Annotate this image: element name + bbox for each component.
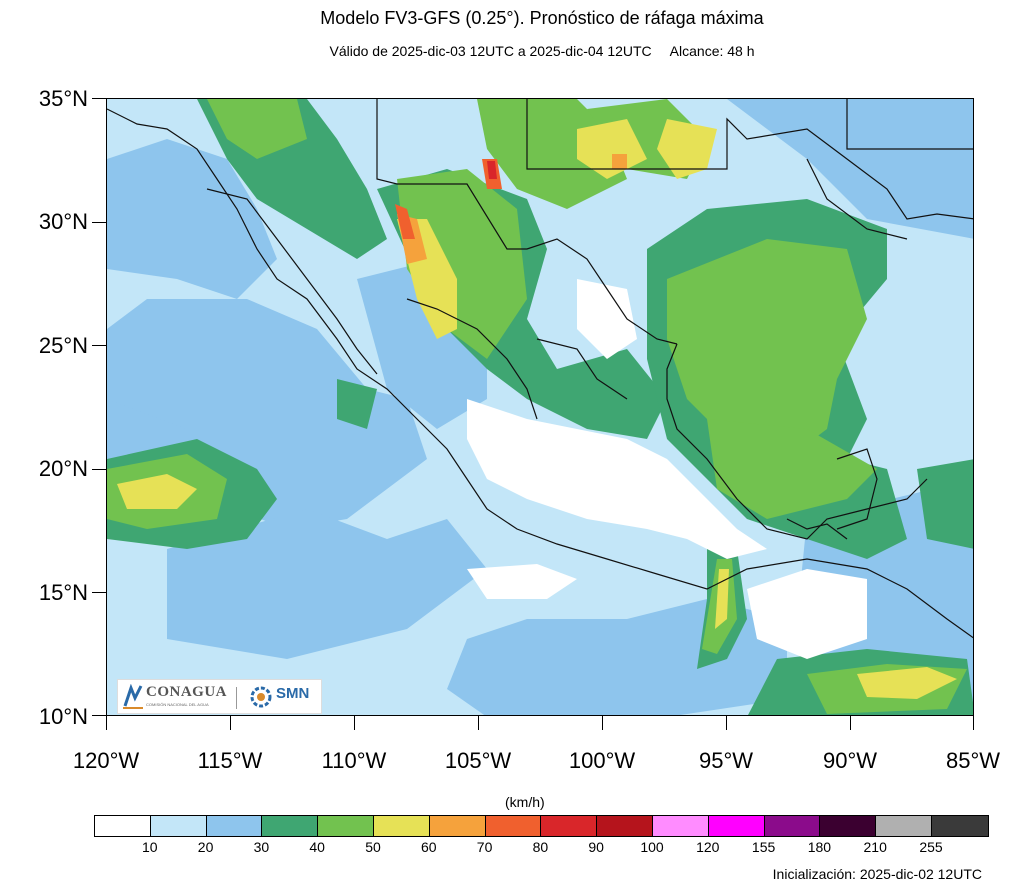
lat-label-30: 30°N: [38, 209, 88, 234]
lat-label-20: 20°N: [38, 456, 88, 481]
colorbar-swatch: [541, 816, 598, 836]
tick: [230, 716, 231, 730]
forecast-range: Alcance: 48 h: [669, 43, 755, 59]
gust-band-80-90: [487, 161, 497, 179]
colorbar-swatch: [597, 816, 653, 836]
colorbar-label: 30: [253, 839, 270, 855]
map-subtitle: Válido de 2025-dic-03 12UTC a 2025-dic-0…: [0, 43, 1024, 59]
colorbar-label: 80: [532, 839, 549, 855]
tick: [354, 716, 355, 730]
colorbar-label: 100: [640, 839, 664, 855]
lat-label-10: 10°N: [38, 704, 88, 729]
colorbar-swatch: [708, 816, 765, 836]
smn-logo-icon: [250, 686, 272, 708]
tick: [92, 222, 106, 223]
colorbar-swatch: [373, 816, 430, 836]
colorbar-swatch: [95, 816, 151, 836]
map-canvas[interactable]: [106, 98, 974, 716]
lon-label-90: 90°W: [822, 748, 878, 773]
tick: [92, 715, 106, 716]
colorbar-label: 90: [588, 839, 604, 855]
lon-label-115: 115°W: [197, 748, 263, 773]
colorbar-label: 210: [863, 839, 887, 855]
colorbar-label: 10: [142, 839, 158, 855]
colorbar-label: 50: [365, 839, 381, 855]
colorbar-swatch: [262, 816, 319, 836]
colorbar-units: (km/h): [505, 794, 545, 810]
colorbar-label: 255: [919, 839, 943, 855]
tick: [478, 716, 479, 730]
colorbar-swatch: [150, 816, 207, 836]
smn-wordmark: SMN: [276, 685, 310, 702]
wind-gust-field: [107, 99, 973, 715]
agency-logos: CONAGUA COMISIÓN NACIONAL DEL AGUA SMN: [117, 679, 322, 714]
colorbar-swatch: [318, 816, 374, 836]
colorbar: [94, 815, 989, 837]
colorbar-swatch: [820, 816, 877, 836]
colorbar-label: 20: [197, 839, 214, 855]
conagua-wordmark: CONAGUA: [146, 684, 227, 700]
conagua-subtitle: COMISIÓN NACIONAL DEL AGUA: [146, 702, 209, 707]
lon-label-85: 85°W: [945, 748, 1001, 773]
colorbar-swatch: [429, 816, 486, 836]
colorbar-label: 120: [696, 839, 720, 855]
lat-label-35: 35°N: [38, 86, 88, 111]
logo-divider: [236, 687, 237, 709]
lon-label-105: 105°W: [444, 748, 512, 773]
colorbar-label: 70: [476, 839, 493, 855]
colorbar-label: 155: [751, 839, 776, 855]
lat-label-15: 15°N: [38, 580, 88, 605]
colorbar-swatch: [206, 816, 263, 836]
coastlines-borders: [107, 99, 973, 639]
lon-label-110: 110°W: [321, 748, 387, 773]
colorbar-swatch: [485, 816, 542, 836]
colorbar-swatch: [764, 816, 821, 836]
gust-band-0-10: [467, 279, 867, 659]
lat-label-25: 25°N: [38, 333, 88, 358]
colorbar-label: 180: [807, 839, 832, 855]
colorbar-label: 40: [309, 839, 325, 855]
tick: [92, 98, 106, 99]
map-title: Modelo FV3-GFS (0.25°). Pronóstico de rá…: [320, 8, 764, 28]
initialization-time: Inicialización: 2025-dic-02 12UTC: [772, 866, 982, 882]
tick: [973, 716, 974, 730]
colorbar-label: 60: [421, 839, 437, 855]
tick: [92, 592, 106, 593]
tick: [726, 716, 727, 730]
colorbar-swatch: [876, 816, 932, 836]
tick: [92, 345, 106, 346]
lon-label-100: 100°W: [568, 748, 636, 773]
colorbar-swatch: [652, 816, 709, 836]
lon-label-120: 120°W: [72, 748, 140, 773]
valid-period: Válido de 2025-dic-03 12UTC a 2025-dic-0…: [329, 43, 652, 59]
tick: [106, 716, 107, 730]
tick: [850, 716, 851, 730]
tick: [602, 716, 603, 730]
colorbar-swatch: [931, 816, 988, 836]
lon-label-95: 95°W: [698, 748, 754, 773]
conagua-logo-icon: [123, 684, 143, 709]
tick: [92, 469, 106, 470]
